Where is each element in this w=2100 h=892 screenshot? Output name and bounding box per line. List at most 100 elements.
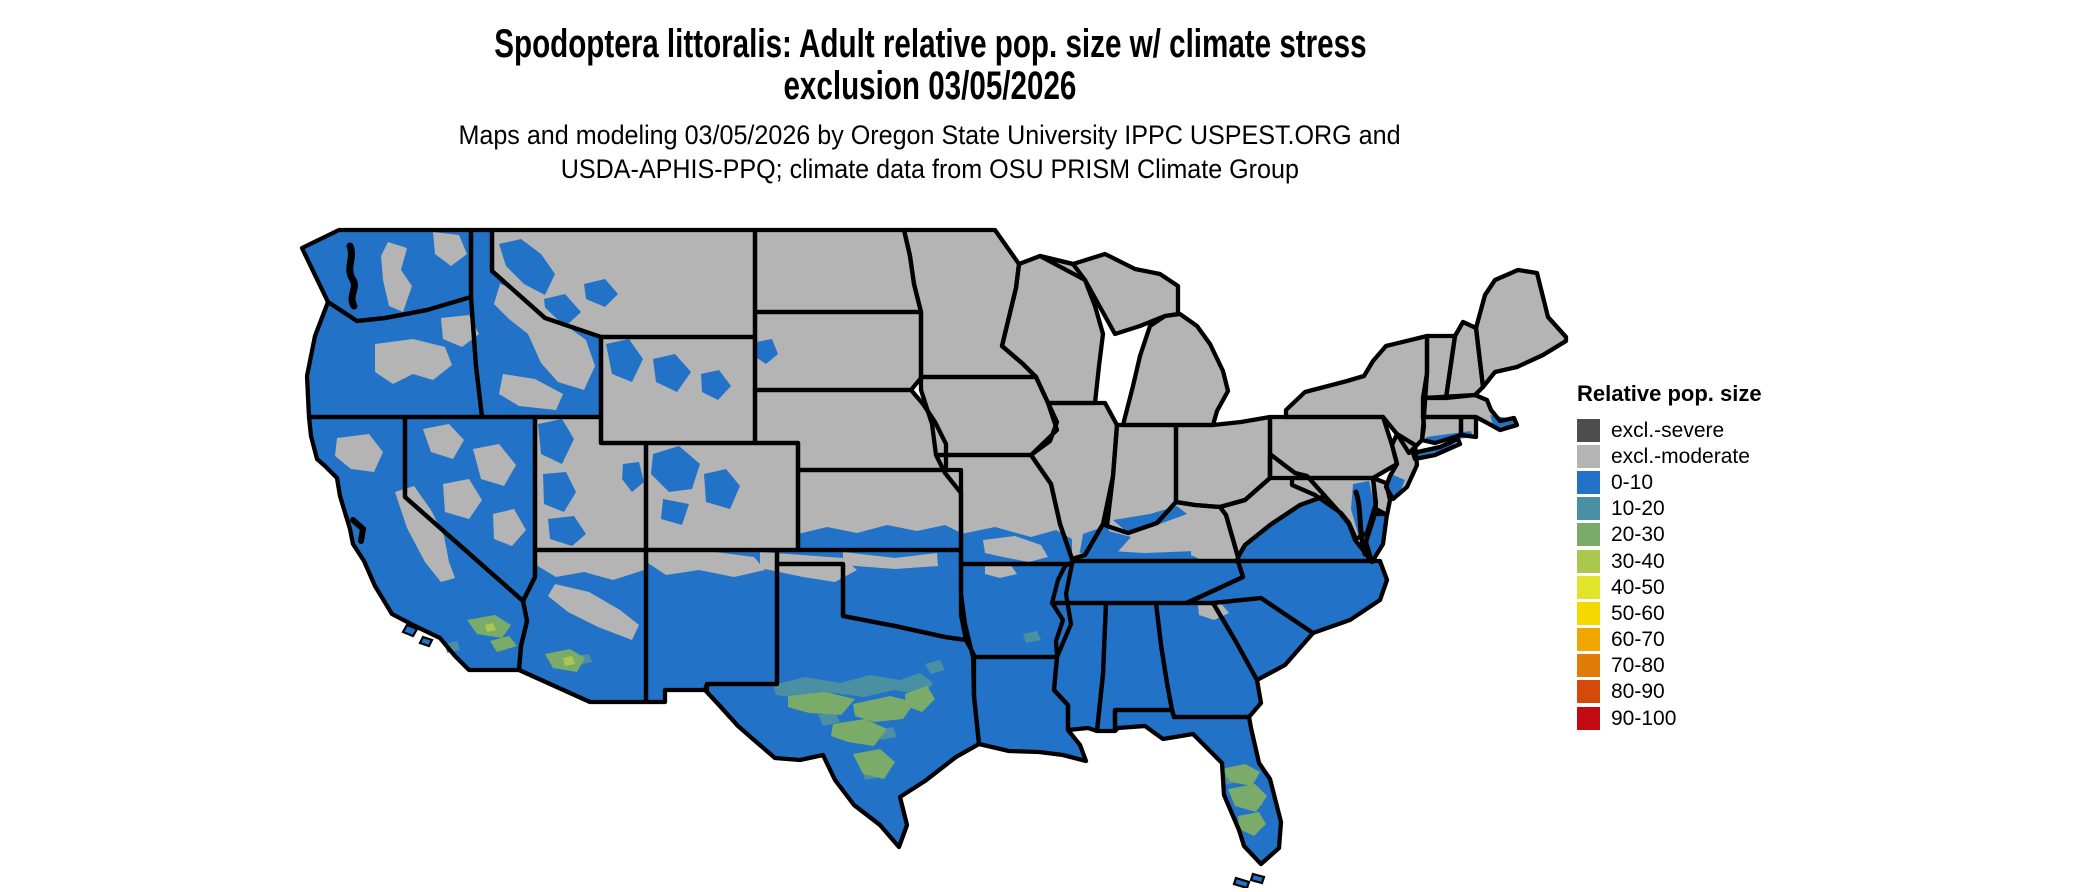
legend-swatch [1577,706,1600,730]
map-patch [853,749,895,779]
legend-label: excl.-severe [1611,418,1725,442]
map-patch-ozarks [983,536,1048,562]
map-patch [548,516,586,546]
florida-keys [1232,876,1251,888]
map-patch [1079,530,1131,558]
legend-swatch [1577,549,1600,573]
map-patch [433,232,467,266]
legend-row: 20-30 [1577,522,1762,548]
map-patch-south-texas-green [788,692,855,715]
legend-swatch [1577,497,1600,521]
map-patch [548,584,639,640]
legend-title: Relative pop. size [1577,381,1762,406]
map-patch-sierra [395,486,455,582]
map-patch-south-texas [773,673,933,699]
legend-row: 30-40 [1577,548,1762,574]
map-patch-kansas-south [798,525,961,550]
map-patch [760,552,857,582]
legend-swatch [1577,523,1600,547]
legend-row: 90-100 [1577,705,1762,731]
state-nd [755,230,921,312]
map-patch [443,479,482,519]
map-patch [905,686,935,712]
legend-label: 10-20 [1611,497,1665,521]
legend-row: 80-90 [1577,679,1762,705]
map-patch [490,636,517,652]
legend-swatch [1577,444,1600,468]
legend-label: 0-10 [1611,470,1654,494]
map-patch [653,354,691,392]
legend-row: 0-10 [1577,469,1762,495]
legend-label: 30-40 [1611,549,1665,573]
legend-label: 50-60 [1611,601,1665,625]
map-patch-virginia-south [1238,540,1371,562]
map-patch [563,656,575,666]
map-patch [818,712,840,726]
legend-swatch [1577,628,1600,652]
legend-swatch [1577,601,1600,625]
map-patch [925,660,945,674]
map-patch [473,444,516,486]
legend-row: 70-80 [1577,653,1762,679]
legend-swatch [1577,418,1600,442]
state-sd [755,312,921,390]
map-patch [985,564,1017,578]
map-patch [606,339,643,382]
map-subtitle-line2: USDA-APHIS-PPQ; climate data from OSU PR… [0,154,1860,185]
map-patch [499,239,555,295]
legend-row: 50-60 [1577,600,1762,626]
map-patch [1023,631,1041,643]
map-title-line1-text: Spodoptera littoralis: Adult relative po… [493,22,1367,66]
legend-row: 40-50 [1577,574,1762,600]
map-patch-cascades [381,242,412,312]
map-patch [1387,474,1405,497]
legend-label: 60-70 [1611,628,1665,652]
map-patch [701,370,731,400]
map-patch [648,552,765,577]
map-patch [423,424,464,459]
legend-row: excl.-severe [1577,417,1762,443]
map-patch [375,339,452,384]
state-ia [921,377,1057,455]
map-patch-appalachians [1191,536,1245,563]
legend-row: 10-20 [1577,496,1762,522]
map-patch-florida-green [1221,764,1260,786]
map-patch [651,446,700,492]
map-patch [335,434,383,472]
map-patch [543,472,576,512]
map-patch [622,462,644,492]
florida-keys [1249,872,1266,885]
legend-label: excl.-moderate [1611,444,1750,468]
legend-swatch [1577,470,1600,494]
map-patch [853,696,915,722]
us-map [295,226,1570,888]
legend-label: 20-30 [1611,523,1665,547]
legend-label: 90-100 [1611,706,1677,730]
legend-row: 60-70 [1577,627,1762,653]
map-patch [441,315,479,347]
legend-swatch [1577,680,1600,704]
map-patch [485,623,496,632]
channel-island [418,635,434,648]
map-patch [704,469,740,509]
legend-label: 80-90 [1611,680,1665,704]
legend-swatch [1577,575,1600,599]
map-patch [499,374,563,410]
map-patch [843,552,938,569]
map-patch [754,339,778,364]
legend-swatch [1577,654,1600,678]
map-title-line2-text: exclusion 03/05/2026 [783,64,1077,108]
map-patch [584,279,618,307]
map-subtitle-line1: Maps and modeling 03/05/2026 by Oregon S… [0,120,1860,151]
legend-label: 70-80 [1611,654,1665,678]
map-patch [661,499,689,525]
san-francisco-bay [350,517,367,544]
map-patch [494,284,595,390]
map-subtitle-line2-text: USDA-APHIS-PPQ; climate data from OSU PR… [560,154,1300,184]
map-patch [1228,784,1267,812]
map-title-line1: Spodoptera littoralis: Adult relative po… [0,22,1860,67]
map-subtitle-line1-text: Maps and modeling 03/05/2026 by Oregon S… [458,120,1402,150]
map-patch-layer [335,232,1514,836]
legend-label: 40-50 [1611,575,1665,599]
